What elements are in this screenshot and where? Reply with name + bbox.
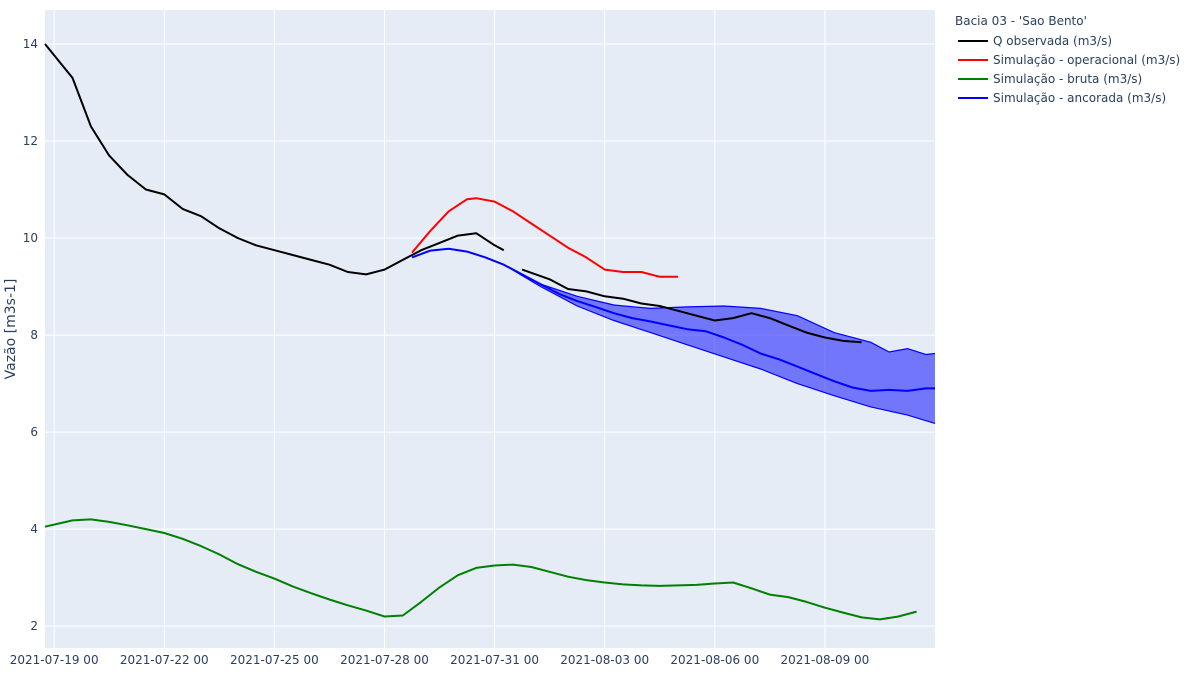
legend-entry: Simulação - operacional (m3/s) [993, 53, 1180, 67]
series-line [521, 268, 862, 344]
x-tick-label: 2021-07-31 00 [450, 653, 539, 667]
x-tick-label: 2021-08-03 00 [560, 653, 649, 667]
y-tick-label: 14 [23, 37, 38, 51]
x-axis-ticks: 2021-07-19 00 2021-07-22 00 2021-07-25 00 2… [10, 653, 870, 667]
band-upper-edge [503, 264, 936, 356]
x-tick-label: 2021-07-22 00 [120, 653, 209, 667]
y-tick-label: 4 [30, 522, 38, 536]
y-axis-ticks: 2 4 6 8 10 12 14 [23, 37, 38, 633]
y-tick-label: 10 [23, 231, 38, 245]
x-tick-label: 2021-07-28 00 [340, 653, 429, 667]
x-tick-label: 2021-08-09 00 [780, 653, 869, 667]
y-tick-label: 6 [30, 425, 38, 439]
y-tick-label: 12 [23, 134, 38, 148]
legend-entry: Simulação - ancorada (m3/s) [993, 91, 1166, 105]
legend-entry: Q observada (m3/s) [993, 34, 1112, 48]
x-tick-label: 2021-07-19 00 [10, 653, 99, 667]
series-line [44, 518, 917, 621]
legend-title: Bacia 03 - 'Sao Bento' [955, 14, 1087, 28]
y-axis-title: Vazão [m3s-1] [3, 279, 19, 380]
y-tick-label: 8 [30, 328, 38, 342]
band-lower-edge [503, 264, 936, 424]
y-tick-label: 2 [30, 619, 38, 633]
series-line [411, 247, 935, 392]
legend: Bacia 03 - 'Sao Bento' Q observada (m3/s… [955, 14, 1180, 105]
x-tick-label: 2021-07-25 00 [230, 653, 319, 667]
legend-entry: Simulação - bruta (m3/s) [993, 72, 1142, 86]
x-tick-label: 2021-08-06 00 [670, 653, 759, 667]
uncertainty-band-layer [503, 264, 936, 424]
uncertainty-band-fill [503, 264, 935, 424]
series-line [411, 197, 679, 278]
series-line [44, 43, 505, 276]
series-layer [44, 43, 935, 621]
